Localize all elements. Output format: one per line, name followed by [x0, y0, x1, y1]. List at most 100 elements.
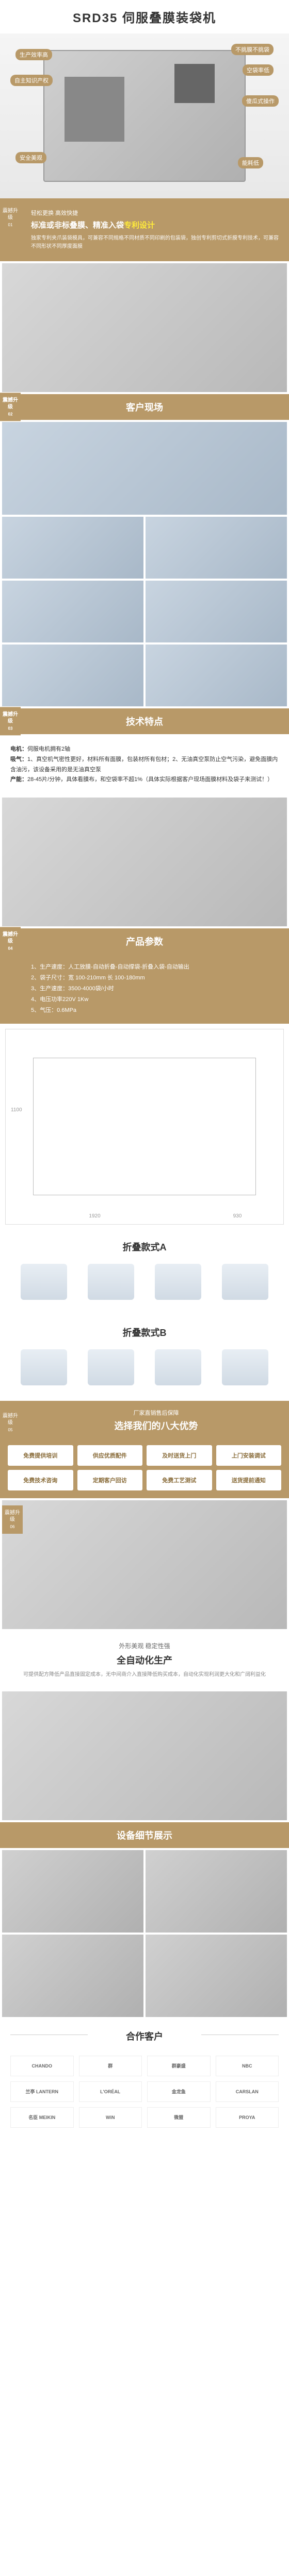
- partner-logo: 微盟: [147, 2107, 211, 2128]
- adv-item: 免费技术咨询: [8, 1470, 73, 1490]
- adv-item: 供应优质配件: [77, 1445, 143, 1466]
- upgrade-num: 05: [2, 1428, 19, 1433]
- upgrade-badge: 震撼升级 05: [0, 1409, 21, 1437]
- page-title: SRD35 伺服叠膜装袋机: [0, 0, 289, 33]
- stable-section: 外形美观 稳定性强 全自动化生产 可提供配方降低产品直接固定成本，无中间商介入直…: [0, 1631, 289, 1689]
- section-desc: 独家专利夹爪装袋模具，可兼容不同规格不同材质不同印刷的包装袋，独创专利剪切式折膜…: [31, 234, 279, 251]
- partner-logo: CHANDO: [10, 2056, 74, 2076]
- gallery-item: [2, 581, 143, 642]
- tech-value: 28-45片/分钟，具体看膜布，和空袋率不超1%（具体实际根据客户现场面膜材料及…: [27, 776, 273, 783]
- feature-label: 空袋率低: [243, 64, 274, 76]
- fold-item: [21, 1264, 67, 1300]
- upgrade-text: 震撼升级: [2, 397, 19, 410]
- partners-title: 合作客户: [0, 2019, 289, 2050]
- gallery-item: [2, 645, 143, 706]
- gallery-item: [2, 422, 287, 515]
- feature-label: 自主知识产权: [10, 75, 53, 86]
- title-bar-text: 设备细节展示: [117, 1831, 172, 1841]
- adv-item: 免费提供培训: [8, 1445, 73, 1466]
- upgrade-badge: 震撼升级 03: [0, 707, 21, 735]
- section-main-title: 标准或非标叠膜、精准入袋专利设计: [31, 219, 279, 230]
- fold-item: [155, 1264, 201, 1300]
- upgrade-num: 01: [2, 223, 19, 228]
- customer-gallery: [0, 420, 289, 708]
- detail-item: [2, 1935, 143, 2017]
- tech-title-bar: 震撼升级 03 技术特点: [0, 708, 289, 734]
- machine-image-placeholder: [43, 50, 246, 182]
- param-item: 1、生产速度：人工放膜-自动折叠-自动撑袋-折叠入袋-自动输出: [31, 962, 279, 973]
- tech-label: 电机：: [10, 746, 27, 752]
- upgrade-text: 震撼升级: [2, 1413, 19, 1426]
- gallery-item: [146, 645, 287, 706]
- stable-sub: 外形美观 稳定性强: [10, 1641, 279, 1650]
- partner-logo: NBC: [216, 2056, 279, 2076]
- tech-row: 吸气：1、真空机气密性更好，材料所有面膜，包装材所有包材；2、无油真空泵防止空气…: [10, 755, 279, 775]
- fold-item: [222, 1264, 268, 1300]
- upgrade-num: 04: [2, 946, 19, 951]
- title-bar-text: 产品参数: [126, 937, 163, 947]
- partner-logo: 群豪盛: [147, 2056, 211, 2076]
- auto-photo: 震撼升级 06: [2, 1500, 287, 1629]
- partner-logo: WiN: [79, 2107, 142, 2128]
- param-item: 3、生产速度：3500-4000袋/小时: [31, 984, 279, 994]
- upgrade-num: 02: [2, 412, 19, 417]
- diagram-dim-h: 1100: [11, 1107, 22, 1113]
- upgrade-badge: 震撼升级 06: [2, 1505, 23, 1534]
- advantages-grid: 免费提供培训 供应优质配件 及时送货上门 上门安装调试 免费技术咨询 定期客户回…: [0, 1437, 289, 1498]
- gallery-item: [146, 581, 287, 642]
- partner-logo: CARSLAN: [216, 2081, 279, 2102]
- detail-item: [146, 1850, 287, 1933]
- partners-grid: CHANDO 群 群豪盛 NBC 兰亭 LANTERN L'ORÉAL 金龙鱼 …: [0, 2050, 289, 2143]
- adv-item: 上门安装调试: [216, 1445, 282, 1466]
- tech-specs: 电机：伺服电机拥有2轴 吸气：1、真空机气密性更好，材料所有面膜，包装材所有包材…: [0, 734, 289, 795]
- fold-a-title: 折叠款式A: [0, 1230, 289, 1259]
- fold-item: [21, 1349, 67, 1385]
- dimension-diagram: 1920 1100 930: [5, 1029, 284, 1225]
- highlight-text: 专利设计: [124, 221, 155, 230]
- fold-a-items: [0, 1259, 289, 1315]
- diagram-dim-w: 1920: [89, 1213, 100, 1219]
- fold-b-title: 折叠款式B: [0, 1315, 289, 1344]
- hero-section: 生产效率高 自主知识产权 安全美观 不挑膜不挑袋 空袋率低 傻瓜式操作 能耗低: [0, 33, 289, 198]
- feature-label: 傻瓜式操作: [242, 95, 279, 107]
- details-title-bar: 设备细节展示: [0, 1822, 289, 1848]
- upgrade-num: 06: [4, 1524, 21, 1530]
- param-item: 5、气压：0.6MPa: [31, 1005, 279, 1016]
- fold-item: [88, 1264, 134, 1300]
- detail-item: [2, 1850, 143, 1933]
- tech-photo: [2, 798, 287, 926]
- detail-grid: [0, 1848, 289, 2019]
- feature-label: 安全美观: [15, 152, 46, 163]
- tech-value: 1、真空机气密性更好，材料所有面膜，包装材所有包材；2、无油真空泵防止空气污染，…: [10, 756, 278, 773]
- upgrade-num: 03: [2, 726, 19, 731]
- partner-logo: L'ORÉAL: [79, 2081, 142, 2102]
- tech-row: 电机：伺服电机拥有2轴: [10, 744, 279, 755]
- title-bar-text: 客户现场: [126, 402, 163, 413]
- upgrade-text: 震撼升级: [2, 208, 19, 221]
- section-subtitle: 轻松更换 高效快捷: [31, 209, 279, 217]
- partner-logo: 群: [79, 2056, 142, 2076]
- stable-main: 全自动化生产: [10, 1653, 279, 1667]
- params-title-bar: 震撼升级 04 产品参数: [0, 928, 289, 954]
- partner-logo: 兰亭 LANTERN: [10, 2081, 74, 2102]
- tech-value: 伺服电机拥有2轴: [27, 746, 70, 752]
- customer-title-bar: 震撼升级 02 客户现场: [0, 394, 289, 420]
- title-bar-text: 技术特点: [126, 717, 163, 727]
- adv-main-title: 选择我们的八大优势: [31, 1419, 281, 1432]
- feature-label: 不挑膜不挑袋: [231, 44, 274, 55]
- upgrade-text: 震撼升级: [2, 711, 19, 724]
- upgrade-badge: 震撼升级 01: [0, 204, 21, 232]
- fold-item: [222, 1349, 268, 1385]
- partner-logo: 名臣 MEIKIN: [10, 2107, 74, 2128]
- gallery-item: [146, 517, 287, 579]
- diagram-dim-d: 930: [233, 1213, 242, 1219]
- detail-item: [146, 1935, 287, 2017]
- upgrade-badge: 震撼升级 02: [0, 393, 21, 421]
- adv-item: 免费工艺测试: [147, 1470, 212, 1490]
- tech-label: 吸气：: [10, 756, 27, 762]
- tech-row: 产能：28-45片/分钟，具体看膜布，和空袋率不超1%（具体实际根据客户现场面膜…: [10, 775, 279, 785]
- adv-item: 定期客户回访: [77, 1470, 143, 1490]
- upgrade-text: 震撼升级: [2, 931, 19, 944]
- gallery-item: [2, 517, 143, 579]
- fold-item: [155, 1349, 201, 1385]
